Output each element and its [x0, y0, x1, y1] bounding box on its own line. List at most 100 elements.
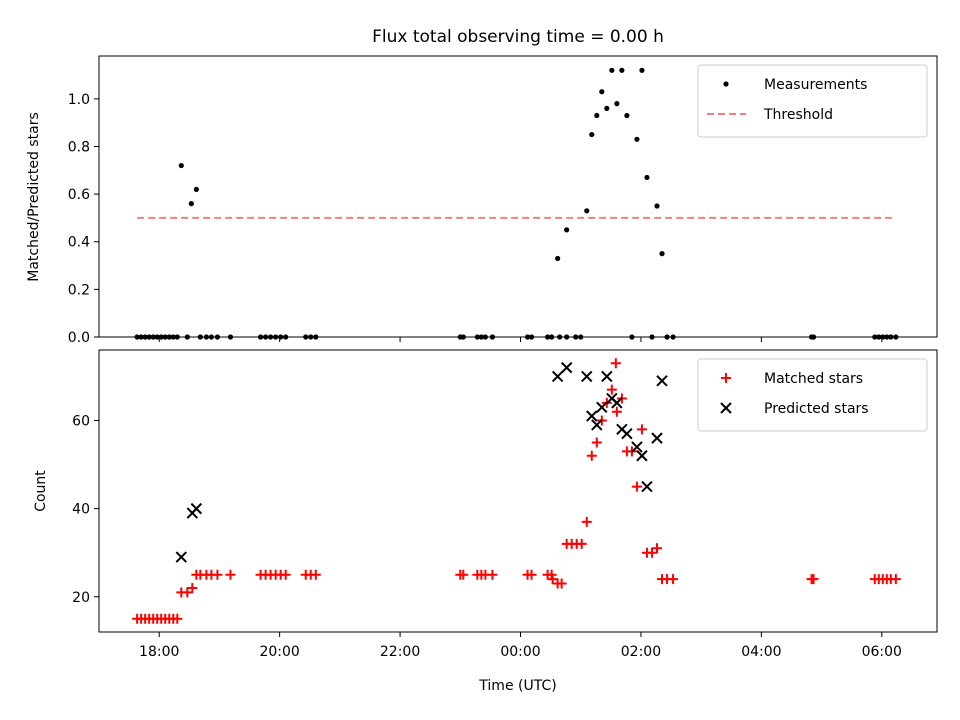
data-point	[634, 136, 640, 142]
legend-label: Threshold	[763, 107, 833, 123]
data-point	[659, 251, 665, 257]
data-point	[172, 613, 183, 624]
data-point	[546, 569, 557, 580]
x-tick-label: 06:00	[862, 644, 902, 660]
data-point	[624, 112, 630, 119]
x-tick-label: 22:00	[380, 644, 420, 660]
data-point	[594, 112, 600, 119]
data-point	[182, 587, 193, 598]
y-tick-label: 0.0	[68, 330, 90, 346]
data-point	[526, 569, 537, 580]
data-point	[591, 419, 603, 431]
data-point	[589, 131, 595, 138]
data-point	[586, 450, 597, 461]
data-point	[639, 67, 645, 73]
data-point	[576, 538, 587, 549]
x-tick-label: 00:00	[500, 644, 540, 660]
data-point	[581, 516, 592, 527]
data-point	[619, 67, 625, 73]
y-tick-label: 0.2	[68, 282, 90, 298]
data-point	[458, 569, 469, 580]
data-point	[175, 551, 188, 563]
data-point	[188, 201, 194, 207]
figure-title: Flux total observing time = 0.00 h	[372, 27, 664, 47]
data-point	[610, 358, 621, 369]
bottom-plot-ylabel: Count	[33, 470, 49, 512]
y-tick-label: 0.6	[68, 187, 90, 203]
data-point	[636, 450, 648, 462]
data-point	[890, 574, 901, 585]
data-point	[668, 574, 679, 585]
bottom-plot-frame	[98, 349, 938, 633]
x-axis-label: Time (UTC)	[478, 678, 556, 694]
data-point	[310, 569, 321, 580]
top-plot-ylabel: Matched/Predicted stars	[26, 112, 42, 282]
legend-label: Measurements	[764, 77, 867, 93]
y-tick-label: 1.0	[68, 92, 90, 108]
data-point	[631, 441, 643, 453]
data-point	[606, 384, 617, 395]
data-point	[591, 437, 602, 448]
data-point	[280, 569, 291, 580]
data-point	[621, 428, 633, 440]
x-tick-label: 04:00	[741, 644, 781, 660]
x-tick-label: 02:00	[621, 644, 661, 660]
data-point	[611, 397, 623, 409]
legend-swatch	[723, 81, 729, 87]
data-point	[225, 569, 236, 580]
y-tick-label: 60	[72, 414, 90, 430]
top-plot-legend: Measurements Threshold	[697, 64, 928, 138]
data-point	[193, 186, 199, 192]
y-tick-label: 20	[72, 590, 90, 606]
series-matched-stars	[132, 358, 901, 624]
legend-label: Matched stars	[764, 371, 863, 387]
data-point	[631, 481, 642, 492]
legend-box	[697, 358, 928, 432]
data-point	[190, 502, 203, 515]
data-point	[487, 569, 498, 580]
legend-box	[697, 64, 928, 138]
data-point	[656, 375, 668, 387]
legend-swatch	[720, 402, 732, 414]
data-point	[601, 370, 613, 383]
data-point	[651, 543, 662, 554]
data-point	[654, 203, 660, 209]
data-point	[212, 569, 223, 580]
data-point	[614, 101, 620, 107]
data-point	[599, 89, 605, 95]
data-point	[611, 406, 622, 417]
bottom-plot: 20 40 60 18:00 20:00 22:00 00:00 02:00 04:00 06:…	[33, 349, 938, 660]
data-point	[564, 227, 570, 233]
data-point	[187, 582, 198, 593]
x-tick-label: 18:00	[139, 644, 179, 660]
data-point	[808, 574, 819, 585]
data-point	[636, 424, 647, 435]
data-point	[551, 370, 564, 383]
data-point	[604, 105, 610, 111]
data-point	[584, 208, 590, 214]
data-point	[581, 370, 593, 383]
data-point	[556, 578, 567, 589]
data-point	[596, 401, 608, 413]
data-point	[555, 255, 561, 262]
data-point	[586, 410, 598, 422]
x-tick-label: 20:00	[259, 644, 299, 660]
data-point	[644, 174, 650, 181]
y-tick-label: 0.8	[68, 139, 90, 155]
top-plot: 0.0 0.2 0.4 0.6 0.8 1.0 Matched/Predicted sta…	[26, 55, 938, 346]
data-point	[641, 480, 653, 493]
y-tick-label: 40	[72, 502, 90, 518]
bottom-plot-legend: Matched stars Predicted stars	[697, 358, 928, 432]
series-predicted-stars	[175, 361, 668, 563]
legend-label: Predicted stars	[764, 401, 869, 417]
data-point	[547, 574, 558, 585]
data-point	[609, 67, 615, 73]
data-point	[178, 162, 184, 169]
data-point	[651, 432, 663, 444]
data-point	[560, 361, 573, 374]
data-point	[646, 547, 657, 558]
legend-swatch	[721, 373, 731, 383]
y-tick-label: 0.4	[68, 235, 90, 251]
top-plot-frame	[98, 55, 938, 338]
